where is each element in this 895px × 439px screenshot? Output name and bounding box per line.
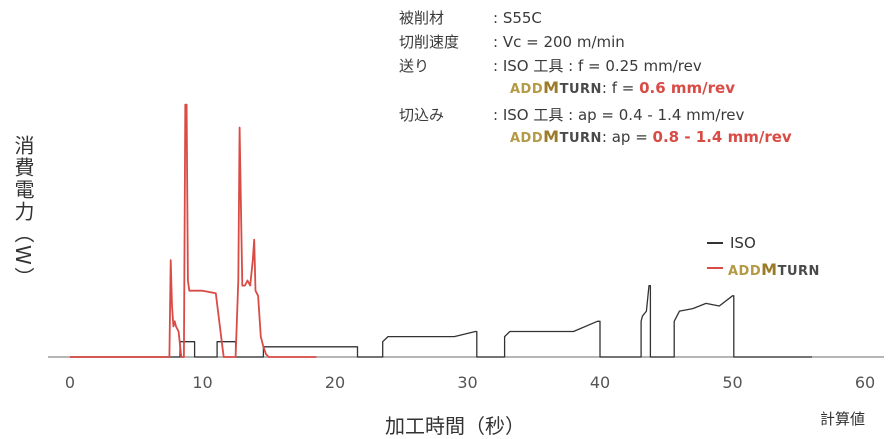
series-line-addmultiturn <box>70 103 317 358</box>
speed-text: Vc = 200 m/min <box>502 33 625 51</box>
x-tick-label: 40 <box>589 373 611 392</box>
legend: ISO <box>707 234 756 269</box>
series-line-iso <box>70 284 812 358</box>
x-axis-label: 加工時間（秒） <box>385 414 525 438</box>
speed-value: : Vc = 200 m/min <box>493 33 625 51</box>
x-tick-label: 50 <box>722 373 743 392</box>
speed-label: 切削速度 <box>399 33 460 51</box>
feed-addm-row: ADDMTURN: f = 0.6 mm/rev <box>510 78 736 97</box>
x-tick-label: 0 <box>64 373 76 392</box>
feed-iso-value: : ISO 工具 : f = 0.25 mm/rev <box>493 57 702 75</box>
calculated-note: 計算値 <box>820 410 866 428</box>
series-layer <box>70 103 812 358</box>
material-text: S55C <box>502 9 542 27</box>
material-value: : S55C <box>493 9 542 27</box>
depth-iso-value: : ISO 工具 : ap = 0.4 - 1.4 mm/rev <box>493 106 745 124</box>
feed-addm-value: 0.6 mm/rev <box>639 79 736 97</box>
x-tick-label: 10 <box>192 373 213 392</box>
material-label: 被削材 <box>399 9 445 27</box>
x-tick-label: 30 <box>457 373 478 392</box>
y-axis-label: 消費電力（W） <box>11 135 35 289</box>
feed-label: 送り <box>399 57 430 75</box>
depth-label: 切込み <box>399 106 445 124</box>
depth-addm-value: 0.8 - 1.4 mm/rev <box>652 128 792 146</box>
feed-addm-prefix: : f = <box>601 79 640 97</box>
legend-iso-label: ISO <box>730 234 756 252</box>
depth-addm-prefix: : ap = <box>601 128 653 146</box>
depth-iso-text: ISO 工具 : ap = 0.4 - 1.4 mm/rev <box>502 106 745 124</box>
addm-logo: ADDMTURN <box>510 78 602 97</box>
legend-addm-logo: ADDMTURN <box>728 260 820 279</box>
depth-addm-row: ADDMTURN: ap = 0.8 - 1.4 mm/rev <box>510 127 792 146</box>
addm-logo: ADDMTURN <box>510 127 602 146</box>
feed-iso-text: ISO 工具 : f = 0.25 mm/rev <box>502 57 702 75</box>
x-tick-label: 20 <box>324 373 346 392</box>
x-tick-label: 60 <box>854 373 876 392</box>
addm-logo: ADDMTURN <box>728 260 820 279</box>
